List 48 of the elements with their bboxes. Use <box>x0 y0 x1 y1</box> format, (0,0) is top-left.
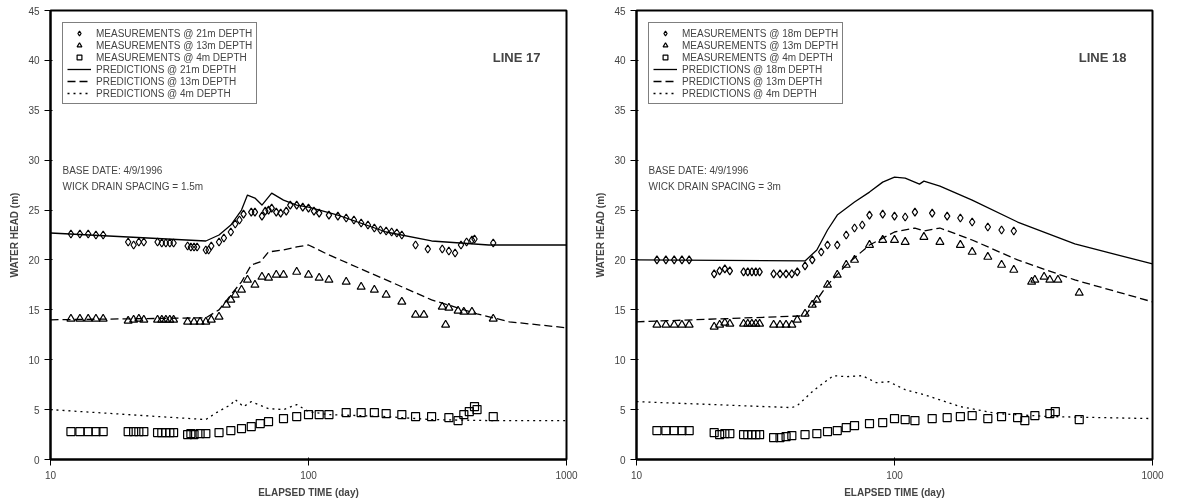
y-tick-label: 15 <box>614 304 626 316</box>
y-tick-label: 30 <box>614 155 626 167</box>
annotation: BASE DATE: 4/9/1996 <box>648 164 749 176</box>
y-tick-label: 40 <box>28 55 40 67</box>
y-tick-label: 45 <box>614 5 626 17</box>
y-tick-label: 10 <box>28 354 40 366</box>
y-tick-label: 20 <box>614 254 626 266</box>
annotation: LINE 18 <box>1078 49 1127 65</box>
legend-label: PREDICTIONS @ 18m DEPTH <box>682 63 823 75</box>
legend-label: PREDICTIONS @ 4m DEPTH <box>682 87 817 99</box>
legend-label: MEASUREMENTS @ 4m DEPTH <box>96 51 247 63</box>
y-axis-title: WATER HEAD (m) <box>595 192 607 278</box>
annotation: WICK DRAIN SPACING = 1.5m <box>62 180 204 192</box>
legend-label: MEASUREMENTS @ 18m DEPTH <box>682 27 839 39</box>
y-tick-label: 5 <box>619 404 626 416</box>
legend-label: PREDICTIONS @ 13m DEPTH <box>682 75 823 87</box>
y-tick-label: 30 <box>28 155 40 167</box>
x-tick-label: 100 <box>886 469 904 481</box>
x-tick-label: 100 <box>300 469 318 481</box>
y-tick-label: 40 <box>614 55 626 67</box>
y-tick-label: 15 <box>28 304 40 316</box>
legend-label: MEASUREMENTS @ 4m DEPTH <box>682 51 833 63</box>
legend-label: MEASUREMENTS @ 21m DEPTH <box>96 27 253 39</box>
y-tick-label: 10 <box>614 354 626 366</box>
y-tick-label: 25 <box>28 205 40 217</box>
y-tick-label: 0 <box>33 454 40 466</box>
y-tick-label: 35 <box>28 105 40 117</box>
y-axis-title: WATER HEAD (m) <box>9 192 21 278</box>
legend-label: MEASUREMENTS @ 13m DEPTH <box>682 39 839 51</box>
legend-label: PREDICTIONS @ 21m DEPTH <box>96 63 237 75</box>
x-axis-title: ELAPSED TIME (day) <box>258 486 359 498</box>
x-tick-label: 10 <box>630 469 643 481</box>
annotation: WICK DRAIN SPACING = 3m <box>648 180 781 192</box>
y-tick-label: 35 <box>614 105 626 117</box>
y-tick-label: 45 <box>28 5 40 17</box>
x-axis-title: ELAPSED TIME (day) <box>844 486 945 498</box>
legend-label: MEASUREMENTS @ 13m DEPTH <box>96 39 253 51</box>
y-tick-label: 5 <box>33 404 40 416</box>
y-tick-label: 0 <box>619 454 626 466</box>
y-tick-label: 20 <box>28 254 40 266</box>
annotation: LINE 17 <box>492 49 541 65</box>
x-tick-label: 1000 <box>1141 469 1165 481</box>
legend-label: PREDICTIONS @ 13m DEPTH <box>96 75 237 87</box>
legend-label: PREDICTIONS @ 4m DEPTH <box>96 87 231 99</box>
x-tick-label: 1000 <box>555 469 579 481</box>
y-tick-label: 25 <box>614 205 626 217</box>
x-tick-label: 10 <box>44 469 57 481</box>
annotation: BASE DATE: 4/9/1996 <box>62 164 163 176</box>
